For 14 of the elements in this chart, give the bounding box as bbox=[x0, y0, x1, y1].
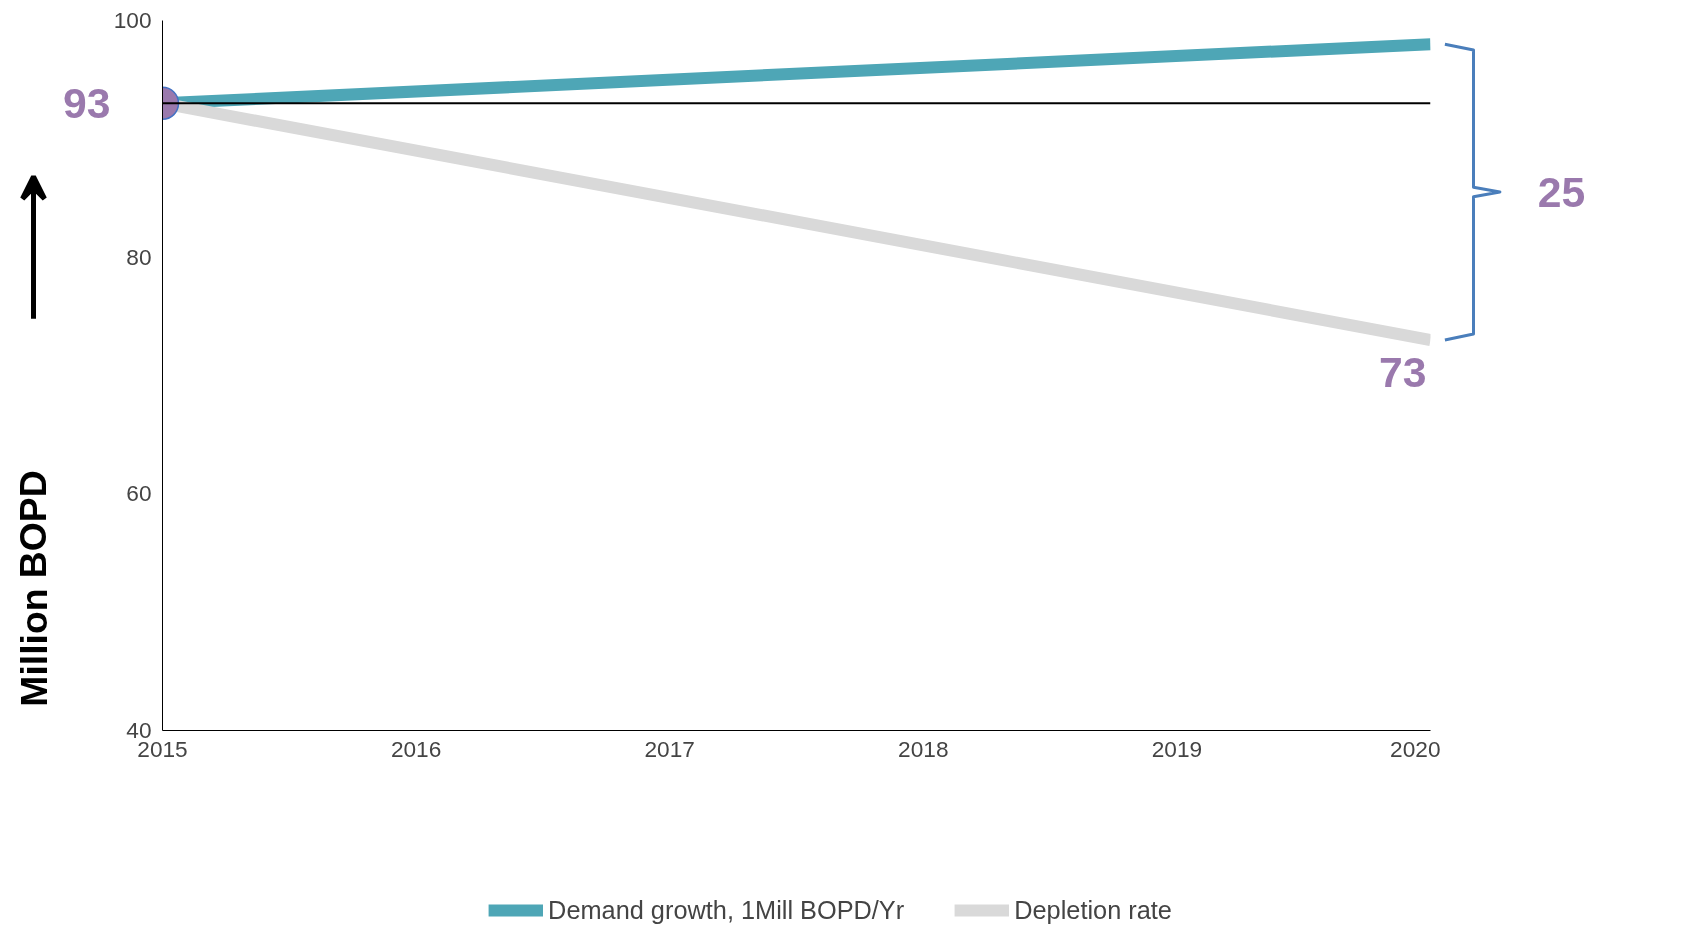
annotation: 73 bbox=[1379, 348, 1427, 396]
x-tick-label: 2020 bbox=[1390, 735, 1441, 762]
text: 25 bbox=[1537, 167, 1586, 216]
y-axis-title: Million BOPD bbox=[12, 470, 55, 707]
y-tick-label: 100 bbox=[113, 7, 152, 33]
x-tick-label: 2016 bbox=[390, 735, 442, 762]
x-tick-label: 2017 bbox=[644, 735, 695, 762]
legend-label: Demand growth, 1Mill BOPD/Yr bbox=[548, 895, 905, 925]
x-tick-label: 2019 bbox=[1151, 735, 1203, 762]
annotation: 93 bbox=[63, 78, 111, 127]
y-tick-label: 60 bbox=[126, 480, 152, 507]
y-tick-label: 80 bbox=[126, 243, 152, 270]
legend-label: Depletion rate bbox=[1014, 895, 1172, 925]
x-tick-label: 2018 bbox=[898, 735, 949, 762]
